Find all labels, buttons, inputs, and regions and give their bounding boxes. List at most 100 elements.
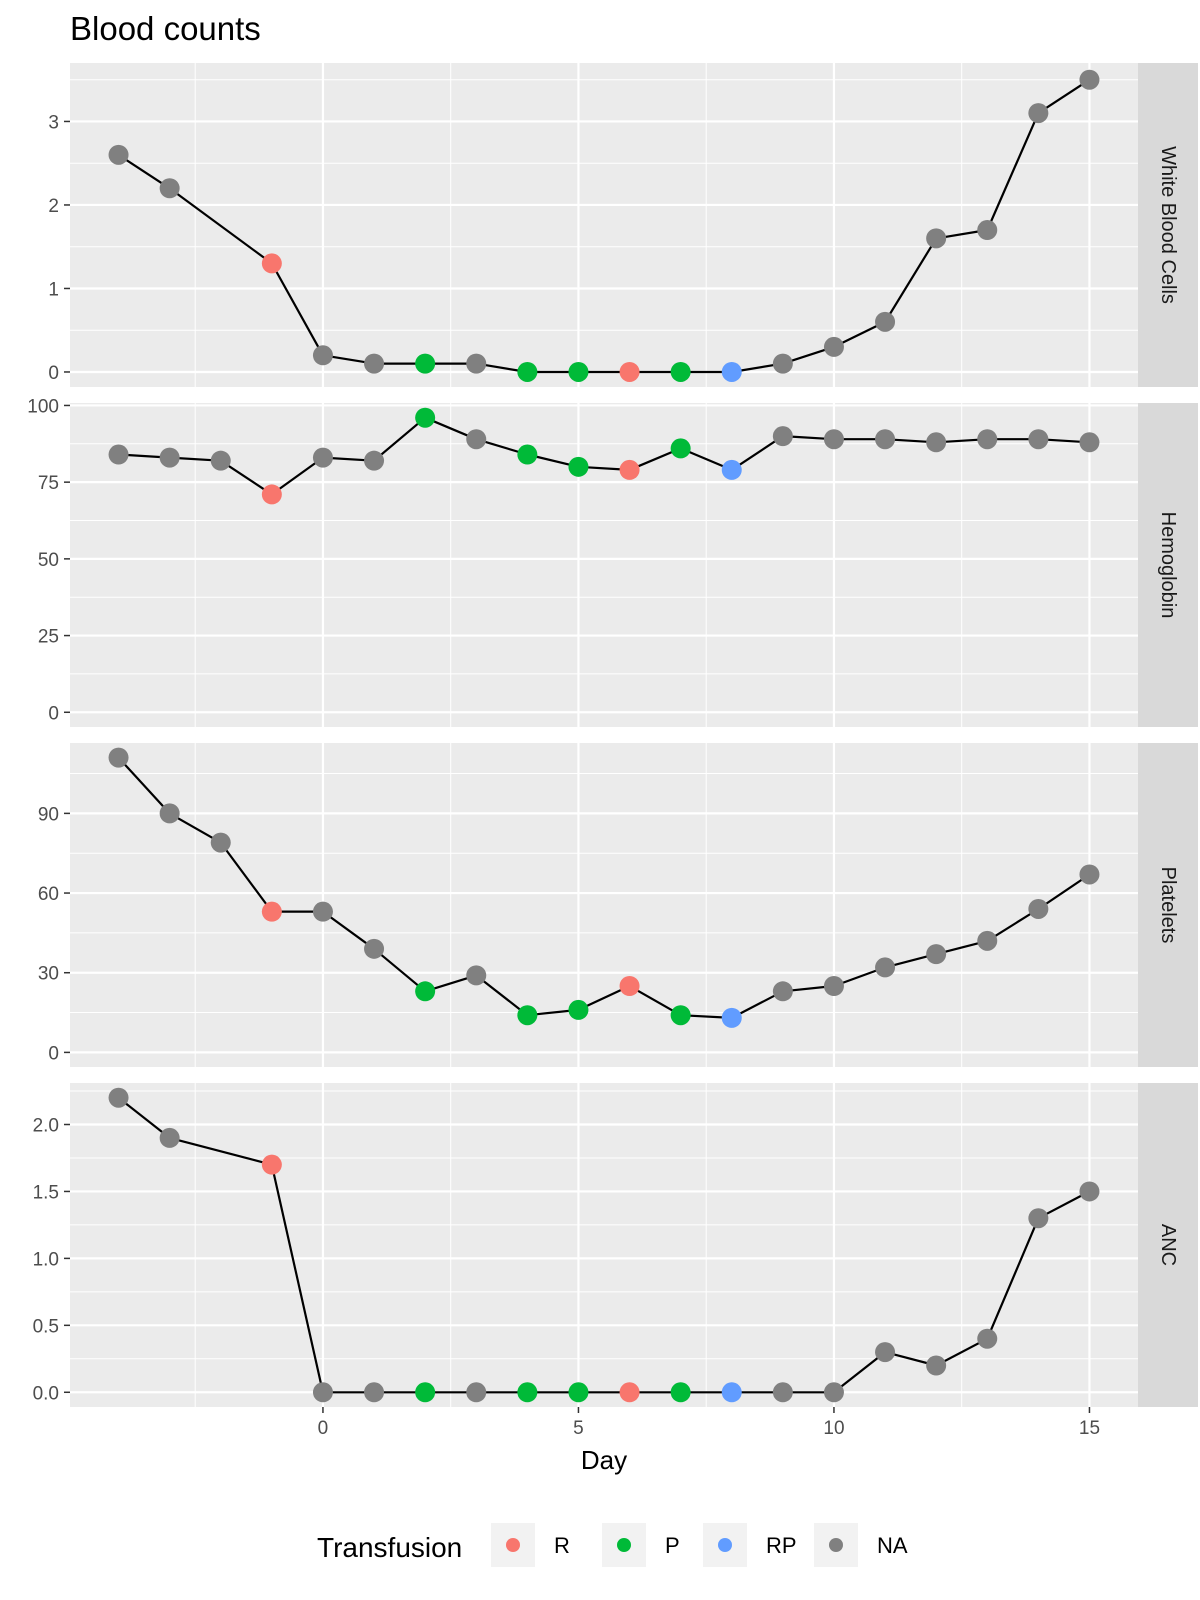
data-point xyxy=(466,1382,487,1403)
data-point xyxy=(1028,898,1049,919)
x-axis: 0 5 10 15 xyxy=(318,1407,1100,1439)
data-point xyxy=(261,253,282,274)
y-tick-label: 1.0 xyxy=(33,1249,59,1270)
x-tick-label: 5 xyxy=(573,1418,584,1439)
data-point xyxy=(108,1087,129,1108)
y-tick-label: 2 xyxy=(48,196,59,217)
data-point xyxy=(823,429,844,450)
data-point xyxy=(108,144,129,165)
data-point xyxy=(1028,103,1049,124)
data-point xyxy=(823,336,844,357)
data-point xyxy=(875,957,896,978)
x-axis-title: Day xyxy=(581,1445,627,1475)
y-tick-label: 100 xyxy=(27,396,59,417)
data-point xyxy=(875,311,896,332)
legend-title: Transfusion xyxy=(317,1532,462,1563)
data-point xyxy=(568,999,589,1020)
data-point xyxy=(721,459,742,480)
data-point xyxy=(568,361,589,382)
x-tick-label: 10 xyxy=(823,1418,844,1439)
strip-label-hemoglobin: Hemoglobin xyxy=(1157,512,1179,619)
data-point xyxy=(415,407,436,428)
data-point xyxy=(670,361,691,382)
data-point xyxy=(312,901,333,922)
data-point xyxy=(210,450,231,471)
data-point xyxy=(670,438,691,459)
y-tick-label: 0 xyxy=(48,363,59,384)
data-point xyxy=(1028,429,1049,450)
legend-label: P xyxy=(665,1533,680,1558)
panel-platelets: 0 30 60 90 Platelets xyxy=(38,743,1198,1067)
data-point xyxy=(926,228,947,249)
data-point xyxy=(261,901,282,922)
data-point xyxy=(517,444,538,465)
data-point xyxy=(312,447,333,468)
y-tick-label: 75 xyxy=(38,473,59,494)
data-point xyxy=(108,444,129,465)
strip-background xyxy=(1138,743,1198,1067)
x-tick-label: 15 xyxy=(1079,1418,1100,1439)
data-point xyxy=(364,450,385,471)
data-point xyxy=(977,1328,998,1349)
data-point xyxy=(1079,69,1100,90)
y-tick-label: 90 xyxy=(38,804,59,825)
y-tick-label: 25 xyxy=(38,627,59,648)
data-point xyxy=(261,484,282,505)
legend-swatch xyxy=(718,1538,732,1552)
panel-anc: 0.0 0.5 1.0 1.5 2.0 ANC xyxy=(33,1083,1198,1407)
legend-item-na: NA xyxy=(814,1523,908,1567)
data-point xyxy=(312,345,333,366)
data-point xyxy=(721,361,742,382)
data-point xyxy=(415,353,436,374)
data-point xyxy=(977,220,998,241)
strip-label-platelets: Platelets xyxy=(1157,867,1179,944)
data-point xyxy=(721,1007,742,1028)
data-point xyxy=(977,930,998,951)
data-point xyxy=(875,429,896,450)
data-point xyxy=(517,361,538,382)
data-point xyxy=(466,965,487,986)
legend-label: NA xyxy=(877,1533,908,1558)
data-point xyxy=(312,1382,333,1403)
y-tick-label: 0 xyxy=(48,703,59,724)
data-point xyxy=(466,353,487,374)
y-tick-label: 2.0 xyxy=(33,1116,59,1137)
y-tick-label: 1 xyxy=(48,279,59,300)
y-tick-label: 0.0 xyxy=(33,1383,59,1404)
legend: Transfusion R P RP NA xyxy=(317,1523,908,1567)
panel-background xyxy=(70,403,1138,727)
data-point xyxy=(926,944,947,965)
data-point xyxy=(619,459,640,480)
panel-hemoglobin: 0 25 50 75 100 Hemoglobin xyxy=(27,396,1198,727)
strip-label-anc: ANC xyxy=(1157,1224,1179,1266)
legend-swatch xyxy=(829,1538,843,1552)
data-point xyxy=(517,1382,538,1403)
y-tick-label: 50 xyxy=(38,550,59,571)
data-point xyxy=(1079,1181,1100,1202)
y-tick-label: 1.5 xyxy=(33,1182,59,1203)
y-tick-label: 30 xyxy=(38,964,59,985)
y-tick-label: 0.5 xyxy=(33,1316,59,1337)
strip-background xyxy=(1138,403,1198,727)
legend-item-r: R xyxy=(491,1523,570,1567)
strip-background xyxy=(1138,63,1198,387)
facet-panels: 0 1 2 3 White Blood Cells 0 25 50 75 100 Hemoglobi… xyxy=(27,63,1198,1407)
data-point xyxy=(619,1382,640,1403)
data-point xyxy=(823,976,844,996)
data-point xyxy=(415,1382,436,1403)
data-point xyxy=(823,1382,844,1403)
legend-label: R xyxy=(554,1533,570,1558)
legend-label: RP xyxy=(766,1533,797,1558)
legend-swatch xyxy=(506,1538,520,1552)
data-point xyxy=(619,361,640,382)
data-point xyxy=(364,353,385,374)
legend-item-rp: RP xyxy=(703,1523,797,1567)
data-point xyxy=(364,938,385,959)
strip-background xyxy=(1138,1083,1198,1407)
data-point xyxy=(1079,432,1100,453)
data-point xyxy=(772,1382,793,1403)
x-tick-label: 0 xyxy=(318,1418,329,1439)
data-point xyxy=(619,976,640,996)
data-point xyxy=(159,803,180,824)
